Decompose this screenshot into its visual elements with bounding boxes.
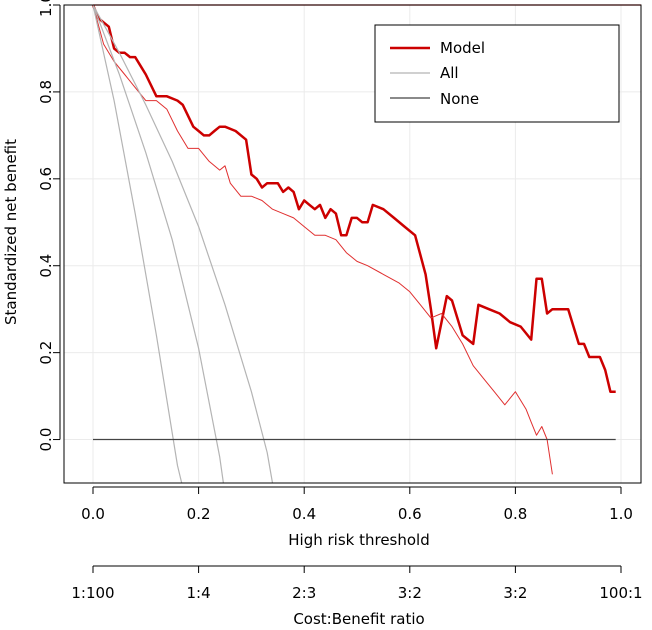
x-tick-label-0: 0.0 xyxy=(81,505,105,523)
x-tick-label-5: 1.0 xyxy=(609,505,633,523)
secondary-tick-label-2: 2:3 xyxy=(292,584,316,602)
y-tick-label-5: 1.0 xyxy=(37,0,55,17)
series-model-lower xyxy=(92,4,553,475)
secondary-tick-label-0: 1:100 xyxy=(71,584,114,602)
y-tick-label-2: 0.4 xyxy=(37,254,55,278)
y-tick-label-3: 0.6 xyxy=(37,167,55,191)
x-tick-label-4: 0.8 xyxy=(503,505,527,523)
y-tick-label-4: 0.8 xyxy=(37,80,55,104)
legend-label-model: Model xyxy=(440,39,485,57)
series-model xyxy=(91,4,616,393)
y-tick-label-1: 0.2 xyxy=(37,341,55,365)
x-tick-label-2: 0.4 xyxy=(292,505,316,523)
x-tick-label-1: 0.2 xyxy=(187,505,211,523)
axes: 0.0 0.2 0.4 0.6 0.8 1.0 0.0 0.2 0.4 0.6 0.8 1.0 1:10… xyxy=(37,0,643,602)
secondary-tick-label-4: 3:2 xyxy=(503,584,527,602)
secondary-axis-title: Cost:Benefit ratio xyxy=(293,610,424,628)
secondary-tick-label-3: 3:2 xyxy=(398,584,422,602)
x-axis-title: High risk threshold xyxy=(288,531,430,549)
legend-label-none: None xyxy=(440,90,479,108)
legend-label-all: All xyxy=(440,64,459,82)
legend: Model All None xyxy=(374,24,620,123)
secondary-tick-label-1: 1:4 xyxy=(187,584,211,602)
y-tick-label-0: 0.0 xyxy=(37,428,55,452)
secondary-tick-label-5: 100:1 xyxy=(599,584,642,602)
x-tick-label-3: 0.6 xyxy=(398,505,422,523)
series-all-mid xyxy=(92,4,224,484)
plot-frame xyxy=(63,4,642,484)
series-all-upper xyxy=(92,4,274,484)
y-axis-title: Standardized net benefit xyxy=(2,139,20,325)
series-all xyxy=(92,4,183,484)
